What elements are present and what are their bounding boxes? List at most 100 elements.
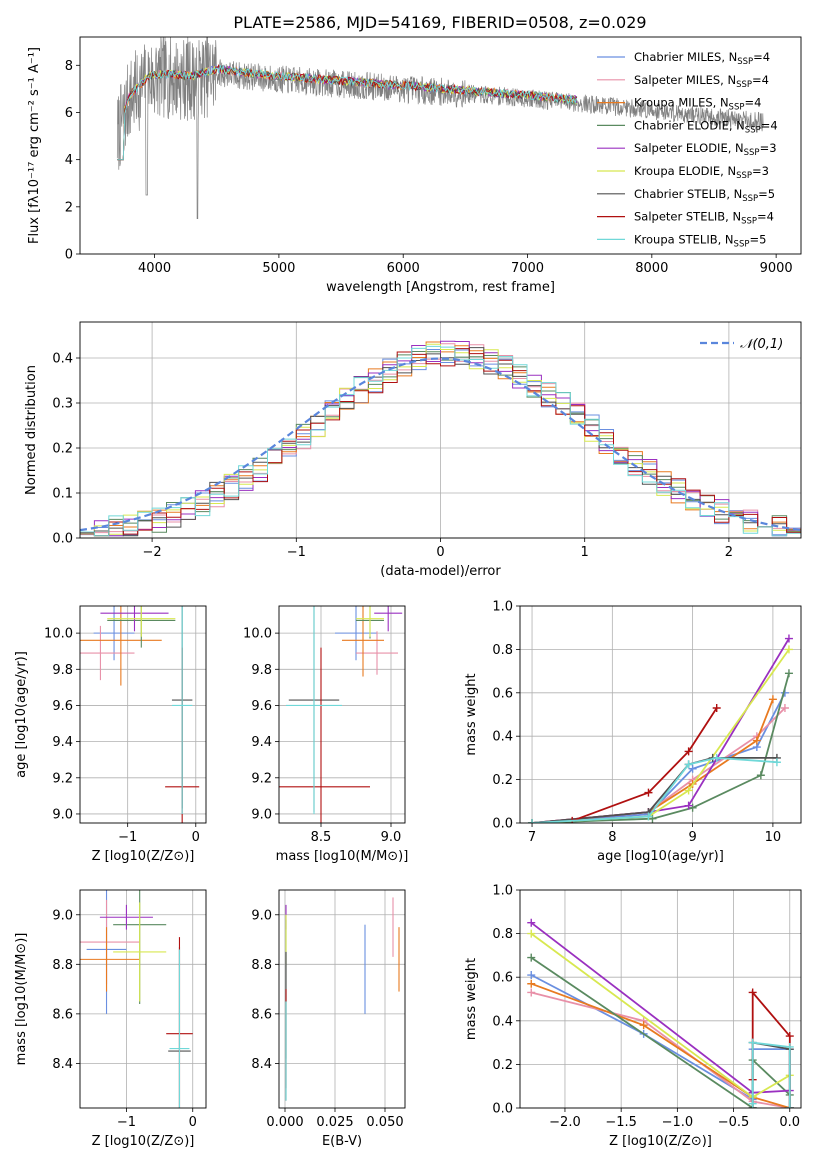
plot-area <box>116 37 764 219</box>
weight-line <box>530 982 791 1108</box>
axes-frame <box>278 605 406 824</box>
y-tick-label: 0.8 <box>492 927 513 942</box>
plot-area <box>285 897 400 1101</box>
errorbar-point <box>80 606 162 686</box>
x-tick-label: 8.5 <box>311 830 332 845</box>
x-tick-label: −2 <box>143 545 162 560</box>
weight-marker <box>527 971 536 980</box>
y-tick-label: 9.2 <box>251 771 272 786</box>
errorbar-point <box>80 625 135 681</box>
y-axis-label: mass [log10(M/M⊙)] <box>14 933 29 1066</box>
y-tick-label: 0.4 <box>492 1014 513 1029</box>
x-tick-label: 6000 <box>387 261 420 276</box>
errorbar-point <box>113 902 167 1002</box>
axes-frame <box>79 889 207 1109</box>
x-tick-label: −0.5 <box>718 1115 750 1130</box>
errorbar-point <box>169 949 190 1108</box>
weight-marker <box>684 747 693 756</box>
y-tick-label: 9.6 <box>52 699 73 714</box>
errorbar-point <box>356 631 398 675</box>
weight-marker <box>684 760 693 769</box>
weight-series <box>528 753 781 823</box>
x-axis-label: age [log10(age/yr)] <box>597 849 724 864</box>
x-tick-label: −2.0 <box>549 1115 581 1130</box>
x-tick-label: 0.050 <box>366 1115 403 1130</box>
errorbar-point <box>286 606 342 814</box>
weight-line <box>530 974 791 1108</box>
residual-histogram <box>80 345 801 538</box>
weight-series <box>528 753 781 823</box>
errorbar-point <box>279 647 370 823</box>
y-tick-label: 0.0 <box>492 1102 513 1117</box>
weight-marker <box>527 953 536 962</box>
weight-line <box>531 638 790 823</box>
panel-massweight-vs-age: 7 8 9 10 0.0 0.2 0.4 0.6 0.8 1.0 age [log10(age/yr… <box>464 600 802 864</box>
weight-marker <box>527 929 536 938</box>
y-axis-label: mass weight <box>464 958 479 1040</box>
x-axis-label: Z [log10(Z/Z⊙)] <box>609 1134 712 1149</box>
weight-line <box>530 932 791 1099</box>
weight-line <box>531 698 774 823</box>
weight-series <box>528 703 789 823</box>
legend-entry: Chabrier STELIB, NSSP=5 <box>634 187 775 204</box>
errorbar-point <box>342 606 384 677</box>
weight-marker <box>684 786 693 795</box>
x-axis-label: Z [log10(Z/Z⊙)] <box>92 849 195 864</box>
errorbar-point <box>374 606 403 632</box>
x-tick-label: 0.0 <box>779 1115 800 1130</box>
x-tick-label: 5000 <box>262 261 295 276</box>
x-tick-label: 9000 <box>760 261 793 276</box>
axes-frame <box>79 605 207 824</box>
errorbar-point <box>356 606 384 637</box>
errorbar-point <box>80 927 140 992</box>
y-tick-label: 4 <box>65 153 73 168</box>
normal-curve <box>80 357 801 532</box>
weight-marker <box>528 819 537 823</box>
gridlines <box>520 605 801 824</box>
y-tick-label: 9.4 <box>52 735 73 750</box>
gridlines <box>80 606 206 823</box>
y-tick-label: 9.0 <box>52 807 73 822</box>
x-tick-label: 2 <box>725 545 733 560</box>
x-axis-label: mass [log10(M/M⊙)] <box>276 849 409 864</box>
legend-entry: Kroupa STELIB, NSSP=5 <box>634 232 766 249</box>
weight-series <box>527 929 794 1102</box>
weight-series <box>748 1038 794 1108</box>
y-tick-label: 1.0 <box>492 884 513 899</box>
y-tick-label: 0.1 <box>52 487 73 502</box>
weight-marker <box>527 918 536 927</box>
y-tick-label: 9.0 <box>251 807 272 822</box>
y-tick-label: 6 <box>65 106 73 121</box>
x-tick-label: 0 <box>189 1115 197 1130</box>
y-tick-label: 0.6 <box>492 971 513 986</box>
legend-entry: 𝒩(0,1) <box>740 337 783 352</box>
panel-massweight-vs-Z: −2.0 −1.5 −1.0 −0.5 0.0 0.0 0.2 0.4 0.6 0.8 1.0 Z [… <box>464 884 802 1149</box>
y-tick-label: 9.6 <box>251 699 272 714</box>
plot-area <box>528 634 793 823</box>
x-tick-label: −1.0 <box>662 1115 694 1130</box>
legend-entry: Kroupa ELODIE, NSSP=3 <box>634 164 769 181</box>
y-tick-label: 8.6 <box>52 1007 73 1022</box>
errorbar-point <box>100 606 169 632</box>
x-tick-label: 4000 <box>138 261 171 276</box>
weight-line <box>571 707 718 822</box>
y-tick-label: 10.0 <box>243 627 272 642</box>
gridlines <box>80 890 206 1108</box>
errorbar-point <box>107 606 176 637</box>
errorbar-point <box>171 606 193 814</box>
y-tick-label: 8.8 <box>52 958 73 973</box>
y-axis-label: age [log10(age/yr)] <box>14 651 29 778</box>
weight-marker <box>784 669 793 678</box>
y-tick-label: 9.8 <box>52 663 73 678</box>
y-axis-label: Flux [fλ10⁻¹⁷ erg cm⁻² s⁻¹ A⁻¹] <box>27 47 42 244</box>
legend-entry: Salpeter MILES, NSSP=4 <box>634 73 769 90</box>
weight-line <box>751 1041 791 1108</box>
y-tick-label: 8.8 <box>251 958 272 973</box>
weight-series <box>568 703 721 823</box>
x-tick-label: 7000 <box>511 261 544 276</box>
y-tick-label: 9.4 <box>251 735 272 750</box>
y-tick-label: 9.0 <box>251 908 272 923</box>
panel-mass-vs-EBV: 0.000 0.025 0.050 8.4 8.6 8.8 9.0 E(B-V) <box>251 889 406 1149</box>
y-tick-label: 0.3 <box>52 397 73 412</box>
